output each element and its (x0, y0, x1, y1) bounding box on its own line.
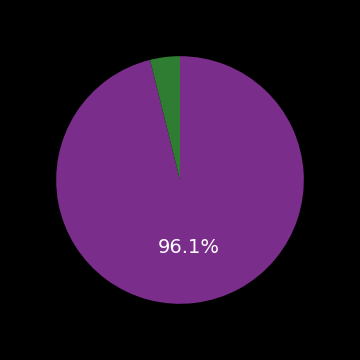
Wedge shape (56, 56, 304, 304)
Text: 96.1%: 96.1% (157, 238, 219, 257)
Wedge shape (150, 56, 180, 180)
